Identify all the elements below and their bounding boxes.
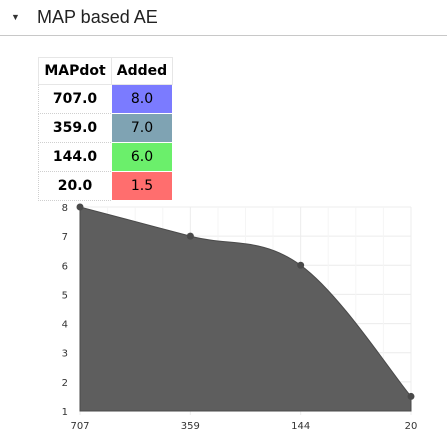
data-point[interactable] — [76, 203, 84, 211]
column-header-added: Added — [111, 57, 173, 85]
y-tick-label: 2 — [62, 378, 68, 389]
panel-title: MAP based AE — [37, 7, 158, 27]
added-cell: 1.5 — [111, 171, 173, 201]
y-tick-label: 3 — [62, 349, 68, 360]
y-tick-label: 4 — [62, 320, 68, 331]
mapdot-cell: 359.0 — [38, 113, 112, 143]
x-tick-label: 707 — [70, 421, 89, 432]
data-point[interactable] — [407, 392, 415, 400]
table-row: 144.0 6.0 — [38, 142, 173, 172]
data-points — [76, 203, 415, 400]
table-row: 359.0 7.0 — [38, 113, 173, 143]
y-tick-label: 6 — [62, 261, 68, 272]
area-chart: 1 2 3 4 5 6 7 8 707 359 144 20 — [62, 203, 418, 432]
caret-down-icon[interactable]: ▼ — [11, 12, 20, 22]
table-row: 20.0 1.5 — [38, 171, 173, 201]
y-axis-tick-labels: 1 2 3 4 5 6 7 8 — [62, 203, 68, 418]
y-tick-label: 5 — [62, 290, 68, 301]
x-tick-label: 144 — [291, 421, 310, 432]
x-tick-label: 20 — [405, 421, 418, 432]
table-row: 707.0 8.0 — [38, 84, 173, 114]
added-cell: 6.0 — [111, 142, 173, 172]
added-cell: 7.0 — [111, 113, 173, 143]
y-tick-label: 8 — [62, 203, 68, 214]
x-tick-label: 359 — [181, 421, 200, 432]
data-point[interactable] — [297, 261, 305, 269]
header-divider — [0, 35, 447, 36]
data-point[interactable] — [186, 232, 194, 240]
mapdot-cell: 144.0 — [38, 142, 112, 172]
table-header-row: MAPdot Added — [38, 57, 173, 85]
added-cell: 8.0 — [111, 84, 173, 114]
mapdot-cell: 20.0 — [38, 171, 112, 201]
panel-header[interactable]: ▼ MAP based AE — [0, 0, 447, 36]
area-series — [79, 206, 412, 412]
map-table: MAPdot Added 707.0 8.0 359.0 7.0 144.0 6.0 20.… — [38, 57, 173, 201]
column-header-mapdot: MAPdot — [38, 57, 112, 85]
y-tick-label: 7 — [62, 232, 68, 243]
x-axis-tick-labels: 707 359 144 20 — [70, 421, 417, 432]
mapdot-cell: 707.0 — [38, 84, 112, 114]
y-tick-label: 1 — [62, 407, 68, 418]
